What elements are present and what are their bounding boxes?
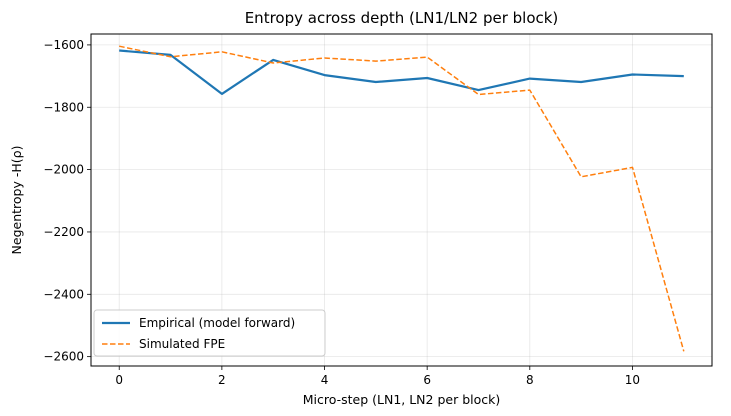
chart-title: Entropy across depth (LN1/LN2 per block) (245, 9, 559, 27)
x-axis-label: Micro-step (LN1, LN2 per block) (303, 392, 501, 407)
y-tick-label: −2400 (43, 287, 84, 301)
legend-label: Simulated FPE (139, 337, 225, 351)
y-axis-label: Negentropy -H(ρ) (9, 146, 24, 255)
x-tick-label: 2 (218, 373, 226, 387)
legend-label: Empirical (model forward) (139, 316, 295, 330)
y-tick-label: −1800 (43, 100, 84, 114)
legend-box (93, 309, 326, 357)
series-layer (119, 45, 685, 352)
series-line-empirical (119, 49, 684, 96)
x-tick-label: 0 (115, 373, 123, 387)
x-tick-label: 6 (423, 373, 431, 387)
series-line-simulated-fpe (119, 45, 685, 352)
y-tick-label: −2000 (43, 163, 84, 177)
legend: Empirical (model forward) Simulated FPE (93, 309, 326, 357)
y-tick-label: −2200 (43, 225, 84, 239)
ticks: 0 2 4 6 8 10 −1600 −1800 −2000 −2200 −2400 −2600 (43, 38, 640, 387)
y-tick-label: −1600 (43, 38, 84, 52)
x-tick-label: 10 (625, 373, 640, 387)
grid (91, 34, 712, 366)
x-tick-label: 4 (321, 373, 329, 387)
plot-frame (90, 33, 713, 367)
y-tick-label: −2600 (43, 350, 84, 364)
x-tick-label: 8 (526, 373, 534, 387)
